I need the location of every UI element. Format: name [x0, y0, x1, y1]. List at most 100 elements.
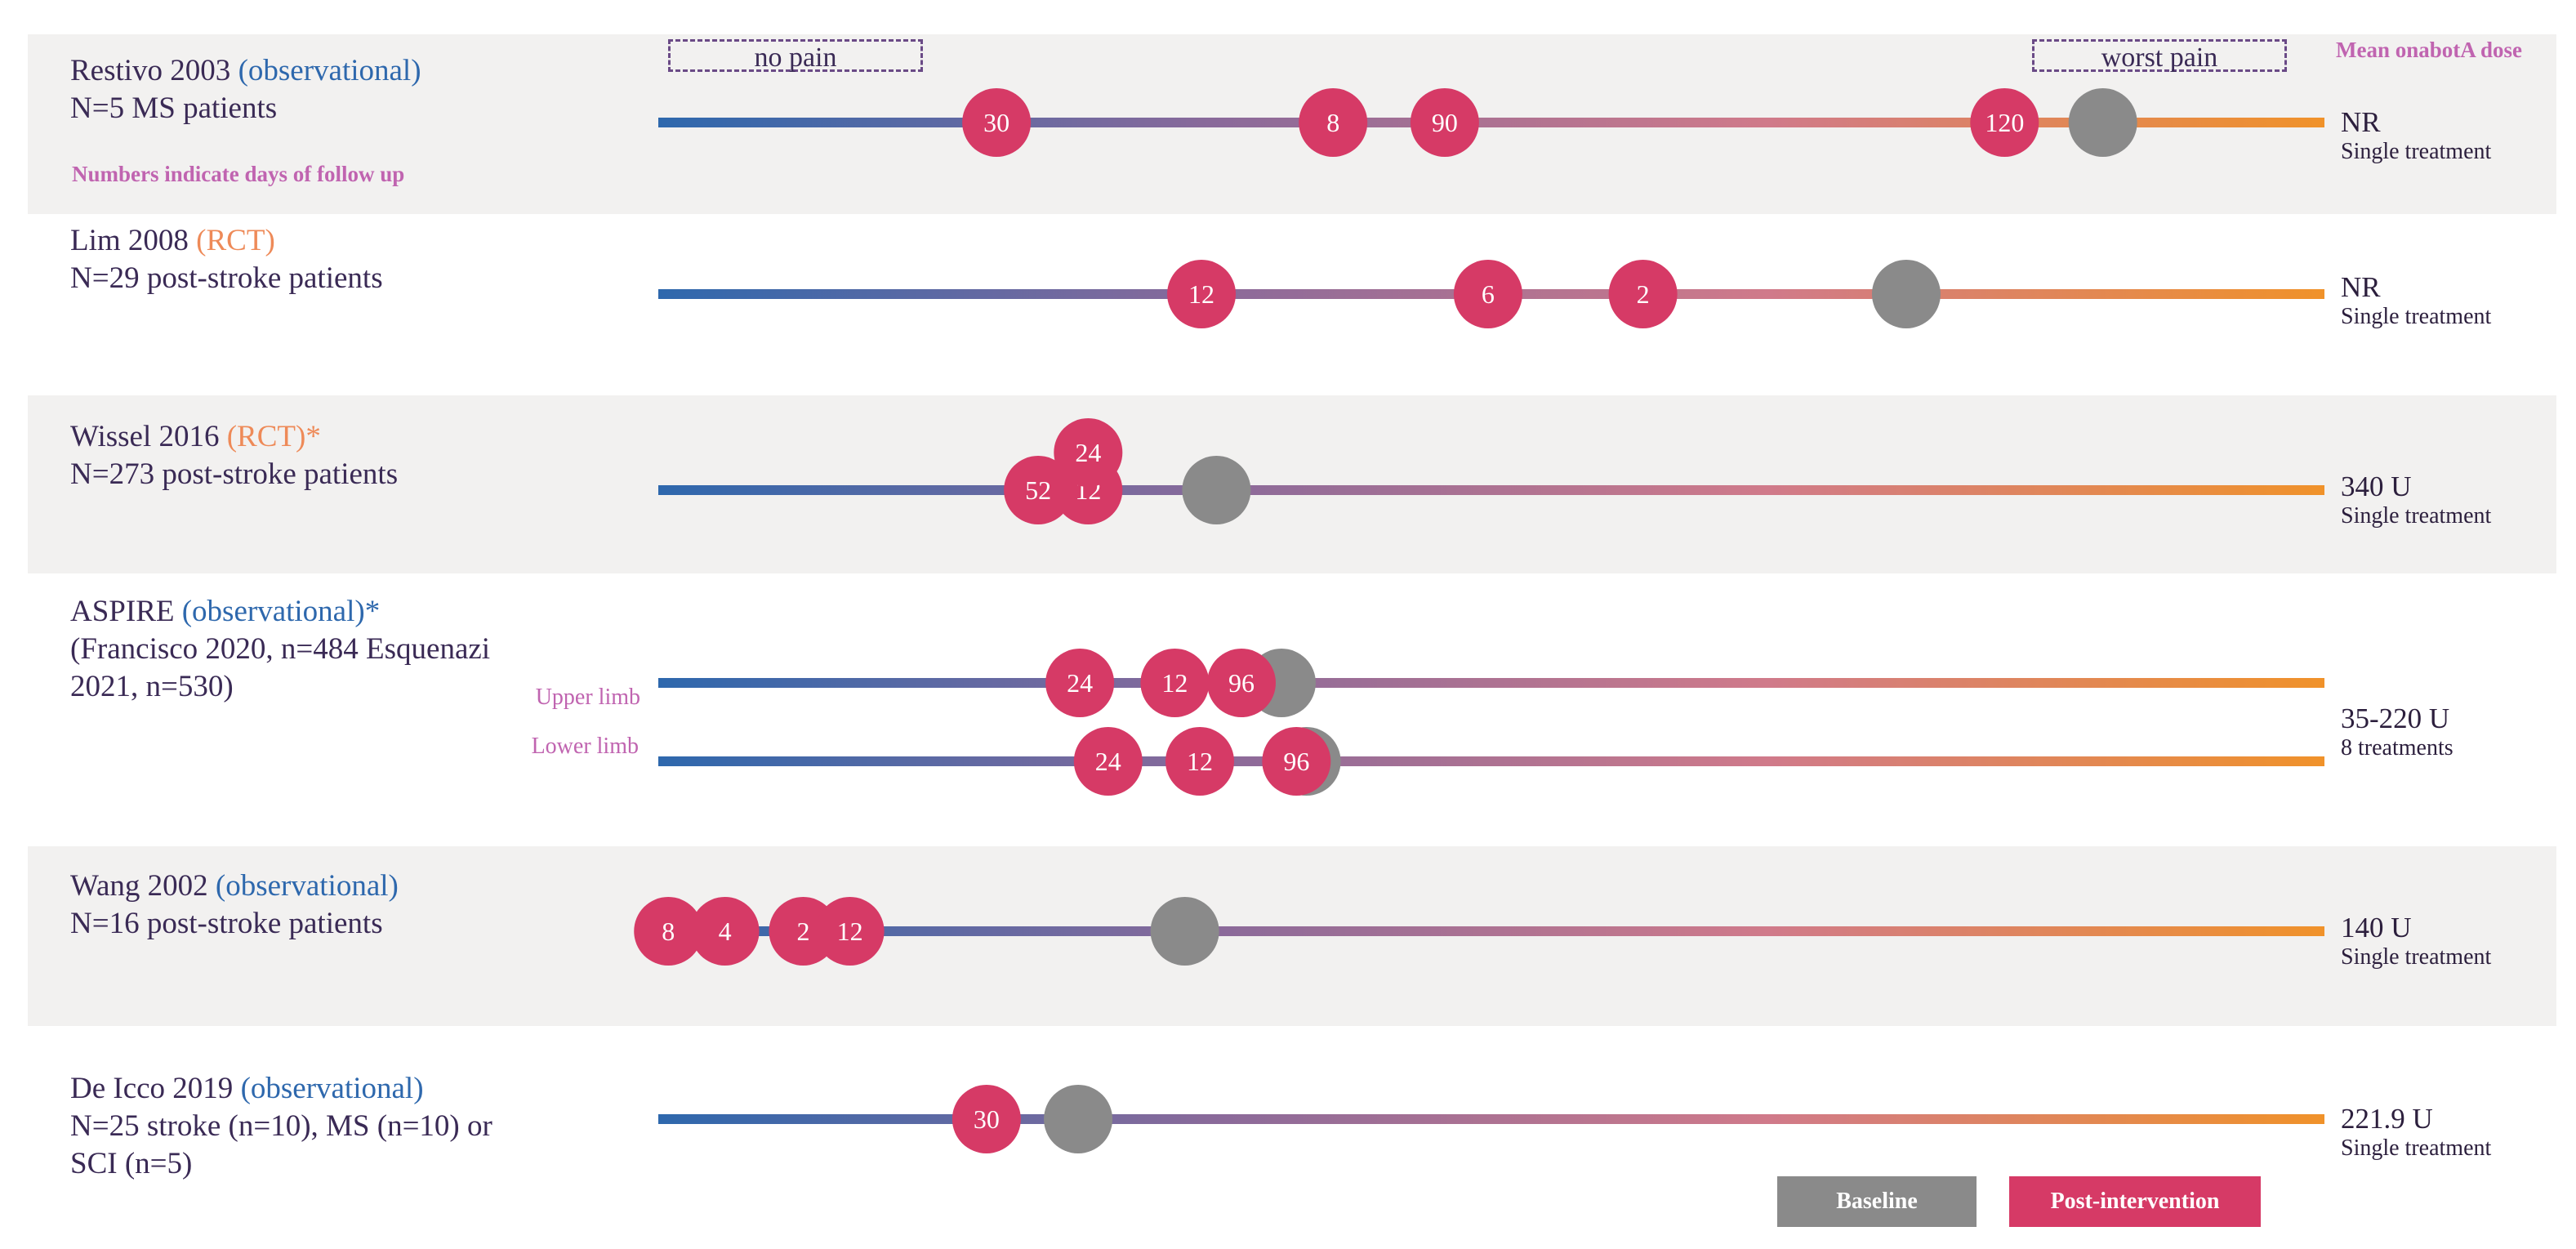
followup-note: Numbers indicate days of follow up [72, 162, 405, 186]
study-aspire: ASPIRE (observational)* (Francisco 2020,… [70, 593, 490, 706]
dose-wang: 140 U Single treatment [2341, 912, 2491, 970]
study-population-line-1: N=25 stroke (n=10), MS (n=10) or [70, 1109, 492, 1143]
study-design: (observational) [181, 595, 365, 628]
followup-days-label: 52 [1025, 475, 1051, 505]
followup-days-label: 12 [1188, 279, 1214, 309]
post-intervention-marker [1073, 727, 1143, 796]
post-intervention-marker [952, 1085, 1021, 1153]
dose-value: 221.9 U [2341, 1103, 2433, 1135]
followup-days-label: 12 [1161, 668, 1188, 698]
study-wissel: Wissel 2016 (RCT)* N=273 post-stroke pat… [70, 418, 398, 493]
post-intervention-marker [1410, 88, 1479, 157]
post-intervention-marker [1165, 727, 1234, 796]
post-intervention-marker [1299, 88, 1368, 157]
post-intervention-marker [1054, 418, 1123, 487]
legend-post-intervention: Post-intervention [2009, 1176, 2261, 1227]
scale-no-pain-label: no pain [668, 39, 923, 73]
post-intervention-marker [1045, 649, 1115, 717]
limb-label-upper: Upper limb [535, 685, 640, 710]
followup-days-label: 96 [1228, 668, 1255, 698]
post-intervention-marker [1453, 260, 1522, 328]
post-intervention-marker [1207, 649, 1276, 717]
study-name: Wang 2002 [70, 869, 208, 903]
timeline-row: 24 12 96 [658, 649, 2324, 717]
study-name: Restivo 2003 [70, 54, 231, 87]
study-wang: Wang 2002 (observational) N=16 post-stro… [70, 868, 399, 943]
post-intervention-marker [1970, 88, 2039, 157]
followup-days-label: 8 [662, 917, 675, 946]
dose-lim: NR Single treatment [2341, 271, 2491, 330]
study-star: * [364, 595, 381, 628]
study-name: ASPIRE [70, 595, 175, 628]
dose-value: 140 U [2341, 912, 2412, 943]
followup-days-label: 6 [1482, 279, 1495, 309]
treatment-count: Single treatment [2341, 503, 2492, 529]
timeline-row: 30 8 90 120 [658, 88, 2324, 157]
post-intervention-marker [1167, 260, 1237, 328]
followup-days-label: 4 [719, 917, 732, 946]
study-population: N=29 post-stroke patients [70, 261, 383, 295]
study-deicco: De Icco 2019 (observational) N=25 stroke… [70, 1070, 492, 1183]
post-intervention-marker [1004, 456, 1073, 524]
study-star: * [305, 420, 321, 453]
post-intervention-marker [634, 897, 703, 966]
followup-days-label: 2 [796, 917, 809, 946]
treatment-count: Single treatment [2341, 944, 2492, 970]
dose-restivo: NR Single treatment [2341, 106, 2491, 165]
post-intervention-marker [690, 897, 760, 966]
timeline-row: 12 6 2 [658, 260, 2324, 328]
post-intervention-marker [1140, 649, 1210, 717]
study-name: Wissel 2016 [70, 420, 220, 453]
study-design: (RCT) [226, 420, 306, 453]
study-population: N=16 post-stroke patients [70, 907, 383, 940]
treatment-count: Single treatment [2341, 304, 2492, 329]
legend-baseline: Baseline [1777, 1176, 1977, 1227]
dose-column-header: Mean onabotA dose [2336, 38, 2523, 62]
dose-value: NR [2341, 106, 2381, 138]
baseline-marker [1871, 260, 1941, 328]
followup-days-label: 12 [837, 917, 863, 946]
study-design: (RCT) [196, 224, 275, 257]
baseline-marker [1150, 897, 1219, 966]
followup-days-label: 30 [983, 108, 1009, 137]
post-intervention-marker [815, 897, 885, 966]
scale-worst-pain-label: worst pain [2032, 39, 2287, 73]
followup-days-label: 24 [1075, 438, 1101, 467]
treatment-count: 8 treatments [2341, 735, 2453, 761]
study-name: De Icco 2019 [70, 1072, 234, 1105]
followup-days-label: 96 [1283, 747, 1309, 776]
study-population-line-2: SCI (n=5) [70, 1147, 193, 1180]
timeline-row: 8 4 2 12 [634, 897, 2324, 966]
study-lim: Lim 2008 (RCT) N=29 post-stroke patients [70, 222, 383, 297]
followup-days-label: 30 [974, 1104, 1000, 1134]
followup-days-label: 8 [1326, 108, 1339, 137]
study-population-line-1: (Francisco 2020, n=484 Esquenazi [70, 632, 491, 666]
dose-deicco: 221.9 U Single treatment [2341, 1103, 2491, 1162]
dose-value: NR [2341, 271, 2381, 303]
dose-wissel: 340 U Single treatment [2341, 471, 2491, 529]
study-band-wissel [28, 395, 2556, 573]
baseline-marker [1044, 1085, 1113, 1153]
baseline-marker [2068, 88, 2137, 157]
dose-value: 35-220 U [2341, 703, 2450, 734]
followup-days-label: 120 [1985, 108, 2024, 137]
post-intervention-marker [1608, 260, 1678, 328]
study-design: (observational) [238, 54, 421, 87]
treatment-count: Single treatment [2341, 139, 2492, 164]
followup-days-label: 90 [1432, 108, 1458, 137]
followup-days-label: 24 [1095, 747, 1121, 776]
baseline-marker [1182, 456, 1251, 524]
study-population: N=273 post-stroke patients [70, 457, 399, 491]
study-population: N=5 MS patients [70, 91, 278, 125]
study-population-line-2: 2021, n=530) [70, 670, 234, 703]
limb-label-lower: Lower limb [531, 734, 639, 759]
followup-days-label: 24 [1067, 668, 1093, 698]
treatment-count: Single treatment [2341, 1135, 2492, 1161]
dose-aspire: 35-220 U 8 treatments [2341, 703, 2453, 761]
timeline-row: 30 [658, 1085, 2324, 1153]
study-design: (observational) [240, 1072, 424, 1105]
study-design: (observational) [215, 869, 399, 903]
followup-days-label: 2 [1637, 279, 1650, 309]
